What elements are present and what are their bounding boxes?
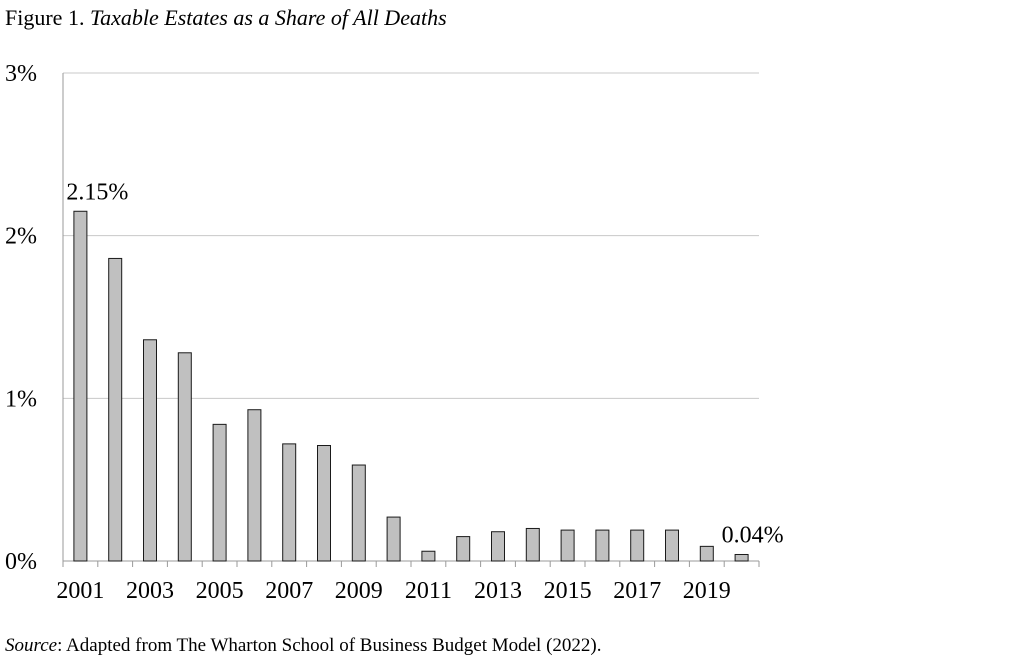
x-tick-label: 2013	[474, 578, 522, 604]
bar	[143, 339, 157, 562]
bar	[247, 409, 262, 562]
bar	[282, 443, 297, 562]
figure-label: Figure 1.	[5, 5, 85, 30]
bar	[630, 529, 645, 562]
figure-title-text: Taxable Estates as a Share of All Deaths	[89, 5, 447, 30]
x-tick-label: 2003	[126, 578, 174, 604]
bar	[317, 445, 331, 562]
bar	[734, 553, 749, 562]
y-tick-label: 2%	[5, 224, 37, 250]
y-tick-label: 1%	[5, 386, 37, 412]
bar	[525, 527, 540, 562]
bar	[73, 210, 88, 562]
bar	[456, 536, 471, 562]
bars	[73, 210, 749, 562]
bar	[665, 529, 679, 562]
axes	[62, 73, 760, 567]
x-tick-label: 2009	[335, 578, 383, 604]
x-tick-label: 2005	[196, 578, 244, 604]
data-label: 0.04%	[722, 522, 784, 548]
bar	[560, 529, 575, 562]
y-tick-label: 0%	[5, 549, 37, 575]
bar	[491, 531, 505, 562]
bar	[699, 545, 714, 562]
bar	[386, 516, 401, 562]
bar	[177, 352, 192, 562]
x-tick-label: 2007	[265, 578, 313, 604]
bar	[421, 550, 436, 562]
gridlines	[63, 72, 759, 399]
source-text: : Adapted from The Wharton School of Bus…	[57, 635, 602, 656]
x-tick-label: 2011	[405, 578, 452, 604]
bar	[108, 257, 123, 562]
bar	[212, 423, 227, 562]
x-tick-label: 2017	[613, 578, 661, 604]
labels: 0% 1% 2% 3% 2001 2003 2005 2007 2009 2011 2013 2015…	[5, 61, 784, 604]
x-tick-label: 2015	[544, 578, 592, 604]
bar	[351, 464, 366, 562]
y-tick-label: 3%	[5, 61, 37, 87]
bar	[595, 529, 610, 562]
source-note: Source: Adapted from The Wharton School …	[5, 634, 602, 658]
x-tick-label: 2001	[56, 578, 104, 604]
source-label: Source	[5, 635, 58, 656]
x-tick-label: 2019	[683, 578, 731, 604]
figure-title: Figure 1. Taxable Estates as a Share of …	[5, 4, 447, 32]
data-label: 2.15%	[66, 179, 128, 205]
